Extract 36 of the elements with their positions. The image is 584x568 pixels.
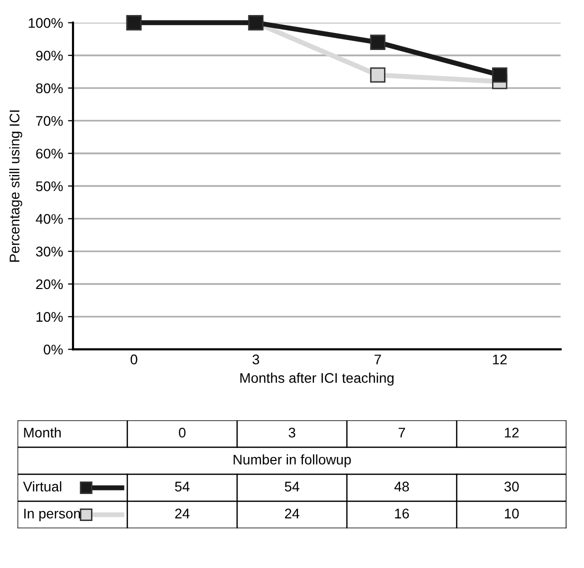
data-label: 16 xyxy=(395,508,409,518)
y-tick-label: 60% xyxy=(36,148,63,159)
x-tick-label: 12 xyxy=(493,354,507,364)
text: Number in followup xyxy=(234,454,351,468)
data-label: 10 xyxy=(504,508,519,518)
category-label: 3 xyxy=(288,428,296,438)
data-label: 30 xyxy=(504,482,519,492)
legend-label: In person xyxy=(24,508,80,522)
y-axis-title: Percentage still using ICI xyxy=(9,110,22,262)
y-tick-label: 80% xyxy=(36,83,63,94)
x-axis-title: Months after ICI teaching xyxy=(240,372,394,386)
category-label: 12 xyxy=(504,428,519,438)
y-tick-label: 40% xyxy=(36,214,63,224)
x-tick-label: 7 xyxy=(374,354,381,364)
y-tick-label: 0% xyxy=(44,344,63,354)
x-tick-label: 3 xyxy=(252,354,260,364)
category-label: 0 xyxy=(178,428,186,438)
y-tick-label: 10% xyxy=(36,312,63,322)
point xyxy=(492,67,508,83)
y-tick-label: 90% xyxy=(36,50,63,61)
point xyxy=(370,34,386,50)
point xyxy=(370,67,386,83)
y-tick-label: 50% xyxy=(36,181,63,192)
data-label: 48 xyxy=(394,482,409,492)
legend-label: Virtual xyxy=(23,481,62,492)
y-tick-label: 70% xyxy=(36,116,63,126)
data-label: 54 xyxy=(284,482,300,492)
data-label: 54 xyxy=(175,482,190,492)
text: Month xyxy=(24,427,61,438)
y-tick-label: 20% xyxy=(36,279,63,290)
data-label: 24 xyxy=(175,508,190,518)
category-label: 7 xyxy=(398,428,405,438)
data-label: 24 xyxy=(284,508,300,518)
y-tick-label: 100% xyxy=(28,18,63,28)
x-tick-label: 0 xyxy=(130,354,138,364)
y-tick-label: 30% xyxy=(36,246,63,257)
